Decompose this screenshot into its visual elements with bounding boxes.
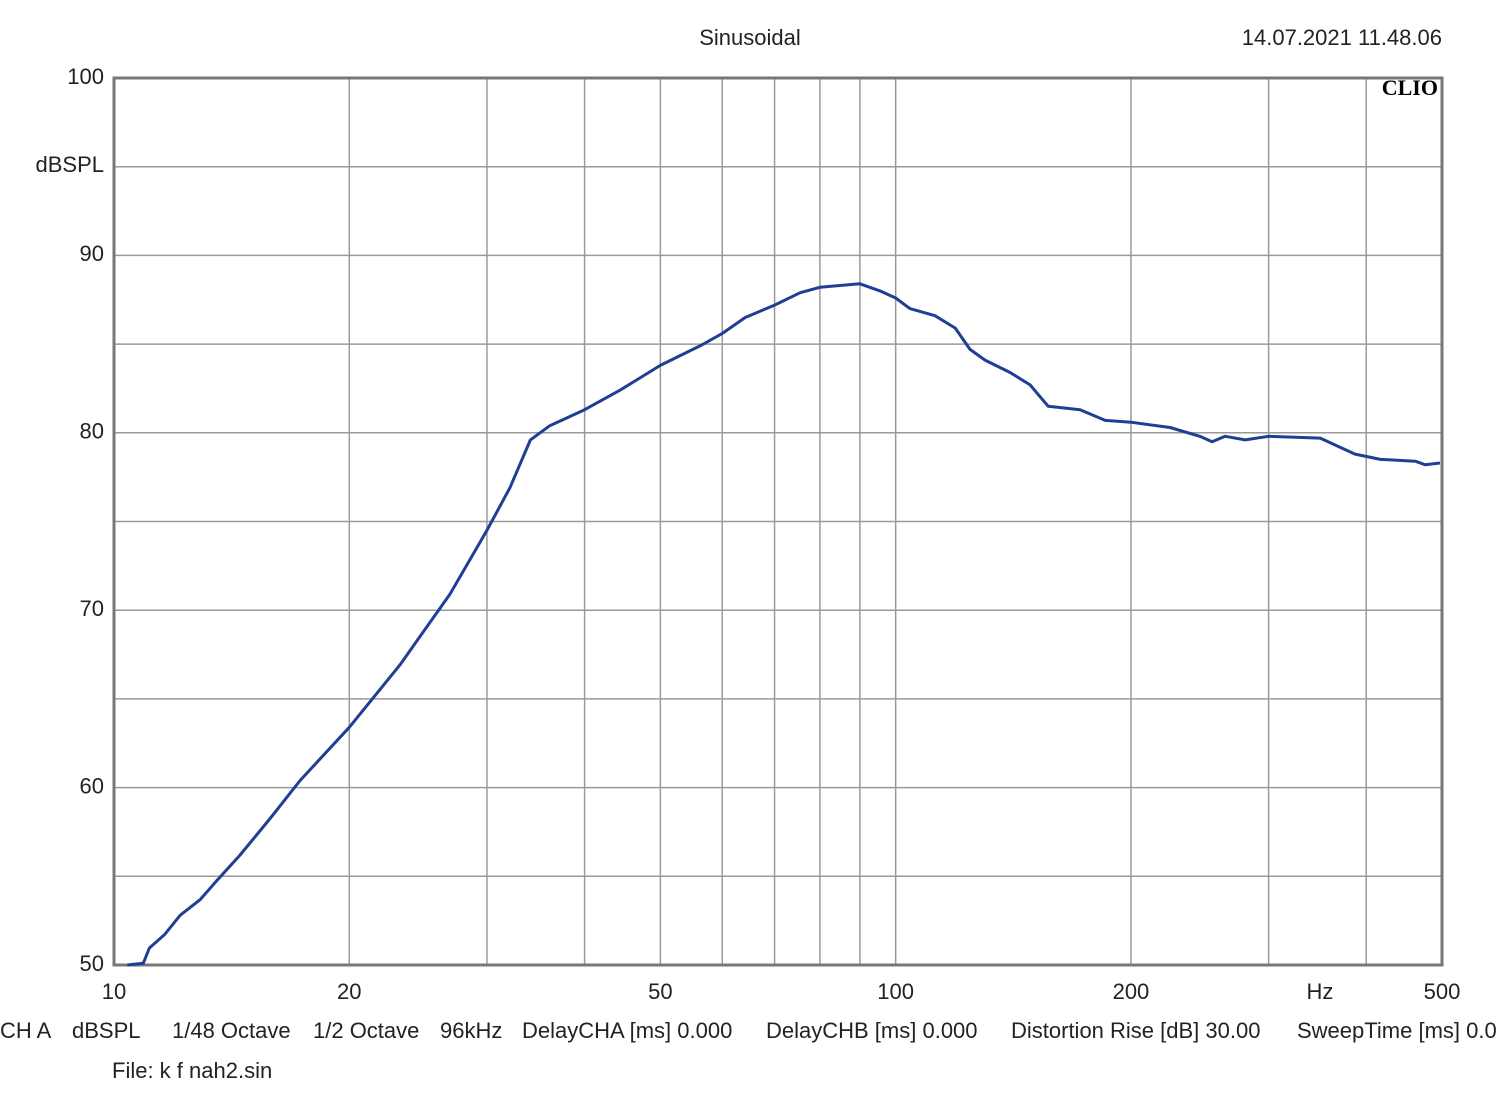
x-tick-label: 20 — [337, 979, 361, 1004]
plot-frame — [112, 76, 1444, 967]
x-tick-label: 100 — [877, 979, 914, 1004]
response-curve — [127, 282, 1441, 967]
footer-setting: DelayCHB [ms] 0.000 — [766, 1018, 978, 1043]
y-tick-label: 70 — [80, 596, 104, 621]
footer-setting: SweepTime [ms] 0.0 — [1297, 1018, 1497, 1043]
y-tick-label: 90 — [80, 241, 104, 266]
file-name: File: k f nah2.sin — [112, 1058, 272, 1083]
x-tick-label: 200 — [1113, 979, 1150, 1004]
footer-setting: Distortion Rise [dB] 30.00 — [1011, 1018, 1260, 1043]
footer-setting: CH A — [0, 1018, 52, 1043]
x-axis-label: Hz — [1307, 979, 1334, 1004]
x-tick-label: 10 — [102, 979, 126, 1004]
y-axis-label: dBSPL — [36, 152, 105, 177]
y-tick-label: 100 — [67, 64, 104, 89]
footer-setting: 96kHz — [440, 1018, 502, 1043]
footer-setting: DelayCHA [ms] 0.000 — [522, 1018, 732, 1043]
logo: CLIO — [1382, 75, 1438, 100]
y-tick-label: 80 — [80, 419, 104, 444]
footer-setting: 1/48 Octave — [172, 1018, 291, 1043]
y-tick-label: 50 — [80, 951, 104, 976]
chart-title: Sinusoidal — [699, 25, 801, 50]
timestamp: 14.07.2021 11.48.06 — [1242, 25, 1442, 50]
x-tick-label: 500 — [1424, 979, 1461, 1004]
y-tick-label: 60 — [80, 773, 104, 798]
x-tick-label: 50 — [648, 979, 672, 1004]
footer-setting: dBSPL — [72, 1018, 141, 1043]
footer-setting: 1/2 Octave — [313, 1018, 419, 1043]
